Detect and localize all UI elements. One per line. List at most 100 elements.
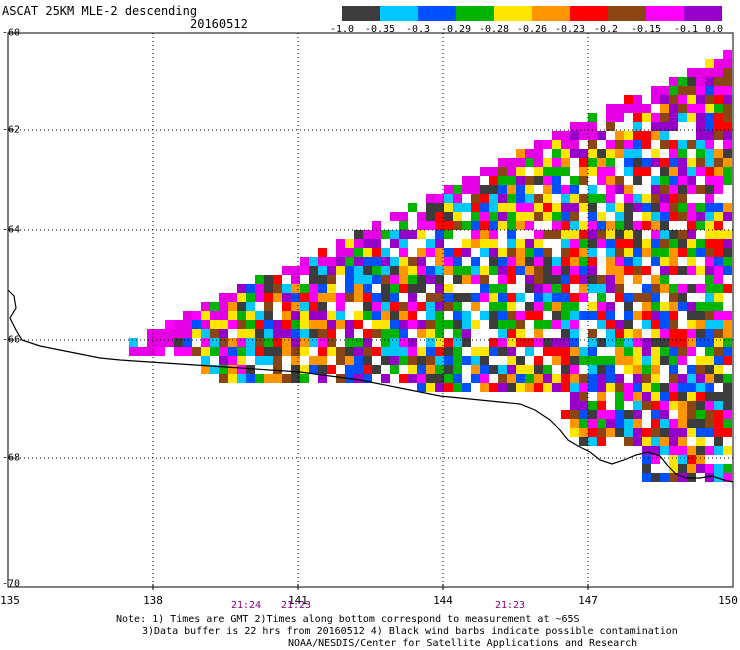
data-pixel — [336, 302, 345, 311]
data-pixel — [642, 392, 651, 401]
data-pixel — [642, 464, 651, 473]
data-pixel — [642, 347, 651, 356]
data-pixel — [516, 221, 525, 230]
data-pixel — [471, 230, 480, 239]
data-pixel — [624, 176, 633, 185]
data-pixel — [588, 275, 597, 284]
data-pixel — [453, 203, 462, 212]
data-pixel — [201, 374, 210, 383]
data-pixel — [669, 455, 678, 464]
data-pixel — [516, 230, 525, 239]
data-pixel — [309, 302, 318, 311]
data-pixel — [462, 176, 471, 185]
data-pixel — [705, 311, 714, 320]
data-pixel — [633, 401, 642, 410]
data-pixel — [237, 302, 246, 311]
data-pixel — [516, 248, 525, 257]
data-pixel — [660, 329, 669, 338]
data-pixel — [525, 347, 534, 356]
data-pixel — [435, 356, 444, 365]
data-pixel — [534, 275, 543, 284]
data-pixel — [435, 212, 444, 221]
data-pixel — [660, 95, 669, 104]
data-pixel — [381, 284, 390, 293]
data-pixel — [561, 401, 570, 410]
data-pixel — [219, 311, 228, 320]
data-pixel — [669, 131, 678, 140]
data-pixel — [696, 203, 705, 212]
data-pixel — [687, 158, 696, 167]
data-pixel — [588, 284, 597, 293]
data-pixel — [507, 239, 516, 248]
data-pixel — [705, 95, 714, 104]
data-pixel — [615, 239, 624, 248]
data-pixel — [507, 320, 516, 329]
data-pixel — [660, 428, 669, 437]
data-pixel — [669, 275, 678, 284]
data-pixel — [201, 338, 210, 347]
data-pixel — [516, 320, 525, 329]
data-pixel — [687, 113, 696, 122]
data-pixel — [714, 275, 723, 284]
data-pixel — [651, 464, 660, 473]
data-pixel — [651, 257, 660, 266]
data-pixel — [525, 203, 534, 212]
data-pixel — [390, 365, 399, 374]
data-pixel — [372, 248, 381, 257]
data-pixel — [309, 356, 318, 365]
data-pixel — [273, 275, 282, 284]
data-pixel — [660, 455, 669, 464]
data-pixel — [489, 194, 498, 203]
data-pixel — [507, 365, 516, 374]
data-pixel — [597, 356, 606, 365]
data-pixel — [471, 356, 480, 365]
data-pixel — [462, 356, 471, 365]
data-pixel — [525, 284, 534, 293]
data-pixel — [489, 203, 498, 212]
data-pixel — [588, 113, 597, 122]
lat-label: -70 — [2, 578, 21, 590]
data-pixel — [336, 320, 345, 329]
data-pixel — [705, 473, 714, 482]
data-pixel — [327, 248, 336, 257]
data-pixel — [417, 293, 426, 302]
data-pixel — [390, 275, 399, 284]
data-pixel — [282, 374, 291, 383]
data-pixel — [435, 302, 444, 311]
data-pixel — [669, 311, 678, 320]
data-pixel — [705, 176, 714, 185]
data-pixel — [471, 221, 480, 230]
data-pixel — [687, 140, 696, 149]
data-pixel — [372, 293, 381, 302]
data-pixel — [723, 122, 732, 131]
data-pixel — [228, 329, 237, 338]
data-pixel — [687, 365, 696, 374]
data-pixel — [516, 203, 525, 212]
data-pixel — [516, 338, 525, 347]
data-pixel — [696, 392, 705, 401]
data-pixel — [588, 329, 597, 338]
data-pixel — [381, 320, 390, 329]
data-pixel — [570, 401, 579, 410]
data-pixel — [399, 320, 408, 329]
data-pixel — [507, 293, 516, 302]
data-pixel — [462, 266, 471, 275]
data-pixel — [534, 185, 543, 194]
data-pixel — [201, 347, 210, 356]
data-pixel — [660, 338, 669, 347]
data-pixel — [597, 293, 606, 302]
data-pixel — [498, 176, 507, 185]
data-pixel — [381, 248, 390, 257]
data-pixel — [561, 248, 570, 257]
data-pixel-layer — [120, 50, 732, 482]
data-pixel — [633, 104, 642, 113]
data-pixel — [660, 374, 669, 383]
data-pixel — [327, 365, 336, 374]
data-pixel — [660, 230, 669, 239]
data-pixel — [714, 338, 723, 347]
data-pixel — [561, 239, 570, 248]
data-pixel — [300, 284, 309, 293]
data-pixel — [642, 131, 651, 140]
data-pixel — [399, 347, 408, 356]
data-pixel — [597, 428, 606, 437]
